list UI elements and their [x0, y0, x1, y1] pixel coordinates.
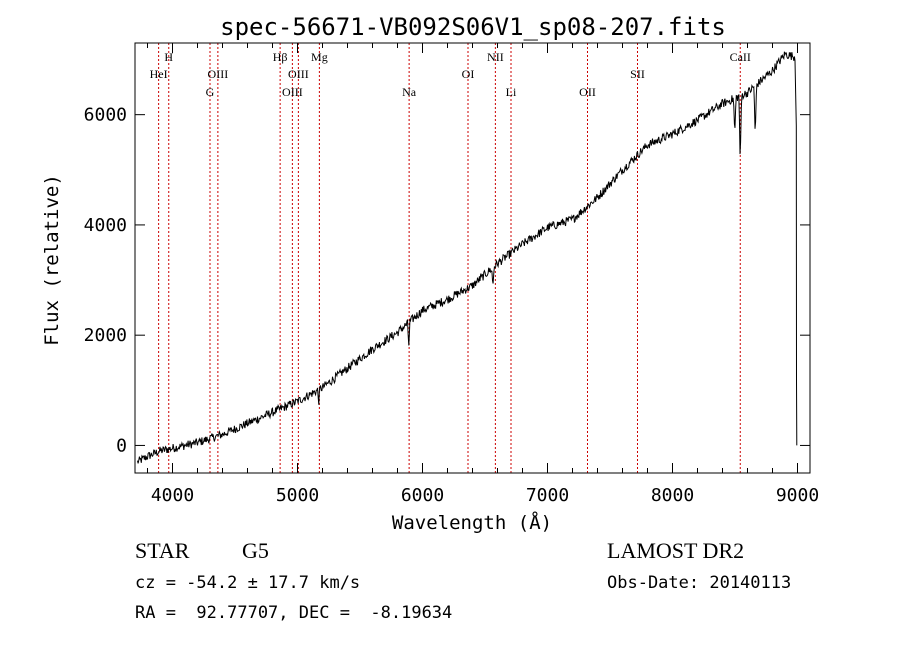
line-marker-label: HeI — [150, 67, 168, 81]
y-axis-label: Flux (relative) — [41, 174, 63, 346]
line-marker-label: OIII — [288, 67, 309, 81]
line-marker-label: H — [164, 50, 173, 64]
y-tick-label: 2000 — [84, 325, 127, 346]
y-axis: 0 2000 4000 6000 — [84, 105, 810, 456]
plot-frame — [134, 42, 811, 474]
line-marker-label: NII — [487, 50, 504, 64]
line-marker-label: SII — [630, 67, 645, 81]
x-axis: 4000 5000 6000 7000 8000 9000 — [147, 43, 819, 506]
y-tick-label: 6000 — [84, 105, 127, 126]
line-marker-label: OI — [462, 67, 475, 81]
line-marker-label: Mg — [311, 50, 328, 64]
object-subclass: G5 — [242, 538, 269, 563]
x-tick-label: 8000 — [651, 485, 694, 506]
line-marker-label: Hβ — [273, 50, 288, 64]
line-marker-label: G — [206, 85, 215, 99]
y-tick-label: 4000 — [84, 215, 127, 236]
line-marker-label: Li — [506, 85, 517, 99]
redshift-text: cz = -54.2 ± 17.7 km/s — [135, 573, 361, 593]
x-tick-label: 9000 — [776, 485, 819, 506]
x-tick-label: 7000 — [526, 485, 569, 506]
line-marker-label: OIII — [282, 85, 303, 99]
spectrum-line — [137, 51, 798, 464]
obs-date-text: Obs-Date: 20140113 — [607, 573, 792, 593]
x-axis-label: Wavelength (Å) — [392, 511, 552, 534]
y-tick-label: 0 — [116, 435, 127, 456]
line-marker-label: CaII — [730, 50, 751, 64]
coords-text: RA = 92.77707, DEC = -8.19634 — [135, 603, 453, 623]
x-tick-label: 6000 — [401, 485, 444, 506]
line-marker-label: Na — [402, 85, 417, 99]
chart-title: spec-56671-VB092S06V1_sp08-207.fits — [220, 13, 726, 41]
line-marker-label: OIII — [208, 67, 229, 81]
x-tick-label: 5000 — [276, 485, 319, 506]
survey-name: LAMOST DR2 — [607, 538, 745, 563]
x-tick-label: 4000 — [151, 485, 194, 506]
line-marker-label: OII — [579, 85, 596, 99]
object-class: STAR — [135, 538, 190, 563]
